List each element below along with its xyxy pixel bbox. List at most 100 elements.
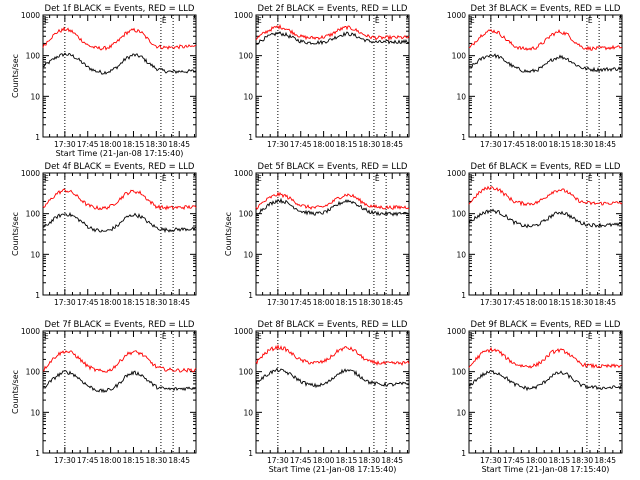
series-line-lld xyxy=(255,23,410,41)
series-line-events xyxy=(42,211,197,234)
x-tick-label: 18:15 xyxy=(549,456,571,465)
event-marker-label: E xyxy=(257,16,262,25)
y-tick-label: 1000 xyxy=(21,11,40,20)
chart-title: Det 2f BLACK = Events, RED = LLD xyxy=(258,4,408,14)
series-line-events xyxy=(255,31,410,46)
event-marker-label: E xyxy=(470,16,475,25)
event-marker-label: E xyxy=(588,16,593,25)
x-tick-label: 18:00 xyxy=(526,456,548,465)
y-tick-label: 100 xyxy=(26,210,41,219)
x-tick-label: 18:45 xyxy=(594,140,616,149)
y-tick-label: 10 xyxy=(30,92,40,101)
x-tick-label: 18:45 xyxy=(168,140,190,149)
x-tick-label: 17:45 xyxy=(290,456,312,465)
x-tick-label: 17:30 xyxy=(54,298,76,307)
x-tick-label: 17:30 xyxy=(480,456,502,465)
plot-frame xyxy=(255,172,410,296)
x-tick-label: 17:45 xyxy=(290,298,312,307)
plot-frame xyxy=(42,330,197,454)
x-tick-label: 17:45 xyxy=(77,140,99,149)
x-tick-label: 18:00 xyxy=(100,140,122,149)
chart-panel: Det 5f BLACK = Events, RED = LLD 1 10 100 10… xyxy=(224,162,410,307)
chart-title: Det 7f BLACK = Events, RED = LLD xyxy=(45,320,195,330)
x-tick-label: 18:30 xyxy=(146,298,168,307)
x-tick-label: 18:00 xyxy=(100,456,122,465)
series-line-lld xyxy=(468,28,623,51)
chart-title: Det 5f BLACK = Events, RED = LLD xyxy=(258,162,408,172)
x-tick-label: 17:30 xyxy=(267,298,289,307)
y-tick-label: 1000 xyxy=(447,169,466,178)
chart-title: Det 8f BLACK = Events, RED = LLD xyxy=(258,320,408,330)
series-line-lld xyxy=(255,343,410,366)
x-axis-label: Start Time (21-Jan-08 17:15:40) xyxy=(269,465,397,474)
x-tick-label: 17:30 xyxy=(267,456,289,465)
chart-panel: Det 1f BLACK = Events, RED = LLD 1 10 100 10… xyxy=(11,4,197,158)
x-tick-label: 17:30 xyxy=(267,140,289,149)
x-tick-label: 18:45 xyxy=(381,140,403,149)
plot-frame xyxy=(468,172,623,296)
x-tick-label: 18:30 xyxy=(572,298,594,307)
series-line-lld xyxy=(42,26,197,51)
x-tick-label: 18:15 xyxy=(123,456,145,465)
x-tick-label: 18:30 xyxy=(359,140,381,149)
series-line-lld xyxy=(255,191,410,210)
y-axis-label: Counts/sec xyxy=(11,54,20,98)
y-tick-label: 100 xyxy=(26,52,41,61)
series-line-events xyxy=(255,367,410,389)
x-tick-label: 18:00 xyxy=(313,140,335,149)
x-tick-label: 18:00 xyxy=(526,298,548,307)
series-line-lld xyxy=(42,350,197,373)
x-tick-label: 18:00 xyxy=(313,456,335,465)
plot-frame xyxy=(468,330,623,454)
y-axis-label: Counts/sec xyxy=(224,212,233,256)
plot-frame xyxy=(42,172,197,296)
event-marker-label: E xyxy=(44,16,49,25)
chart-panel: Det 4f BLACK = Events, RED = LLD 1 10 100 10… xyxy=(11,162,197,307)
x-tick-label: 18:00 xyxy=(526,140,548,149)
event-marker-label: E xyxy=(470,332,475,341)
x-tick-label: 18:30 xyxy=(146,140,168,149)
plot-frame xyxy=(255,330,410,454)
y-tick-label: 1000 xyxy=(21,169,40,178)
y-tick-label: 100 xyxy=(452,52,467,61)
y-tick-label: 1000 xyxy=(447,11,466,20)
y-tick-label: 1000 xyxy=(234,327,253,336)
x-tick-label: 18:45 xyxy=(381,298,403,307)
y-tick-label: 1000 xyxy=(447,327,466,336)
x-tick-label: 17:30 xyxy=(54,140,76,149)
y-tick-label: 1 xyxy=(35,449,40,458)
y-tick-label: 10 xyxy=(243,408,253,417)
x-tick-label: 18:00 xyxy=(100,298,122,307)
y-tick-label: 10 xyxy=(456,408,466,417)
series-line-lld xyxy=(42,188,197,211)
x-tick-label: 18:45 xyxy=(381,456,403,465)
series-line-events xyxy=(255,197,410,217)
chart-panel: Det 7f BLACK = Events, RED = LLD 1 10 100 10… xyxy=(11,320,197,465)
x-tick-label: 18:30 xyxy=(572,140,594,149)
plot-frame xyxy=(42,14,197,138)
event-marker-label: E xyxy=(257,174,262,183)
x-tick-label: 17:45 xyxy=(503,298,525,307)
x-tick-label: 17:45 xyxy=(290,140,312,149)
y-tick-label: 1 xyxy=(248,449,253,458)
y-tick-label: 10 xyxy=(243,92,253,101)
y-tick-label: 10 xyxy=(456,250,466,259)
y-tick-label: 1000 xyxy=(234,169,253,178)
y-tick-label: 10 xyxy=(30,250,40,259)
chart-panel: Det 8f BLACK = Events, RED = LLD 1 10 100 10… xyxy=(234,320,410,474)
series-line-events xyxy=(468,208,623,229)
x-tick-label: 17:45 xyxy=(503,456,525,465)
chart-panel: Det 6f BLACK = Events, RED = LLD 1 10 100 10… xyxy=(447,162,623,307)
y-tick-label: 100 xyxy=(452,210,467,219)
chart-title: Det 3f BLACK = Events, RED = LLD xyxy=(471,4,621,14)
series-line-lld xyxy=(468,346,623,369)
chart-title: Det 4f BLACK = Events, RED = LLD xyxy=(45,162,195,172)
x-tick-label: 17:30 xyxy=(54,456,76,465)
x-tick-label: 18:45 xyxy=(168,298,190,307)
y-tick-label: 1 xyxy=(248,133,253,142)
x-tick-label: 18:15 xyxy=(549,140,571,149)
y-tick-label: 100 xyxy=(239,368,254,377)
y-tick-label: 1 xyxy=(461,133,466,142)
series-line-events xyxy=(468,370,623,392)
